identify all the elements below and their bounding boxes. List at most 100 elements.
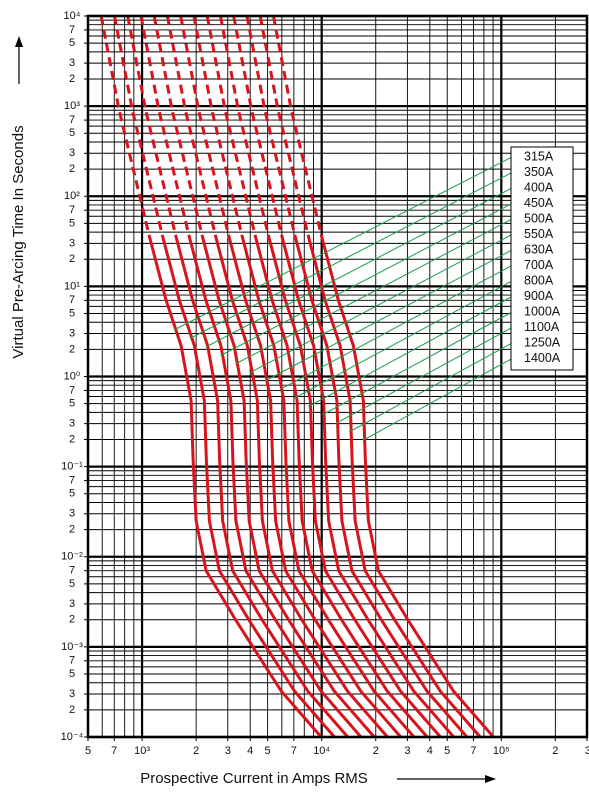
y-tick-label: 10³	[64, 100, 80, 112]
legend-label: 630A	[524, 242, 554, 256]
x-tick-label: 3	[404, 745, 410, 757]
y-tick-label: 3	[69, 147, 75, 159]
legend-label: 1100A	[524, 320, 560, 334]
extrapolated-curve	[152, 15, 204, 236]
x-tick-label: 5	[85, 745, 91, 757]
y-tick-label: 5	[69, 398, 75, 410]
extrapolated-curve	[99, 15, 151, 236]
legend-label: 400A	[524, 180, 554, 194]
x-axis-title: Prospective Current in Amps RMS	[140, 770, 368, 787]
y-tick-label: 7	[69, 204, 75, 216]
x-axis-arrowhead	[485, 775, 496, 783]
x-tick-label: 5	[265, 745, 271, 757]
extrapolated-curve	[232, 15, 284, 236]
y-tick-label: 2	[69, 614, 75, 626]
fuse-curve	[266, 234, 442, 738]
legend-label: 1250A	[524, 335, 561, 349]
fuse-curve	[240, 234, 416, 738]
curves	[99, 15, 495, 738]
y-tick-label: 2	[69, 343, 75, 355]
y-tick-label: 3	[69, 237, 75, 249]
legend-label: 450A	[524, 196, 554, 210]
y-tick-label: 3	[69, 598, 75, 610]
legend-label: 900A	[524, 289, 554, 303]
y-tick-label: 7	[69, 384, 75, 396]
leader-line	[249, 234, 513, 373]
x-tick-label: 10⁵	[493, 745, 510, 757]
y-axis-title: Virtual Pre-Arcing Time In Seconds	[10, 125, 27, 358]
extrapolated-curve	[245, 15, 297, 236]
y-tick-label: 7	[69, 655, 75, 667]
x-tick-label: 4	[427, 745, 433, 757]
leader-line	[294, 280, 513, 399]
x-tick-label: 2	[552, 745, 558, 757]
y-tick-label: 2	[69, 73, 75, 85]
y-tick-label: 2	[69, 433, 75, 445]
leader-line	[235, 218, 513, 365]
y-tick-label: 2	[69, 704, 75, 716]
x-tick-label: 10⁴	[313, 745, 330, 757]
fuse-curve	[319, 234, 495, 738]
leader-line	[220, 203, 513, 356]
y-tick-label: 5	[69, 217, 75, 229]
fuse-curve	[280, 234, 455, 738]
legend-label: 315A	[524, 149, 554, 163]
x-tick-label: 3	[585, 745, 589, 757]
x-tick-label: 2	[373, 745, 379, 757]
fuse-curve	[293, 234, 469, 738]
y-tick-label: 10⁻³	[61, 641, 83, 653]
extrapolated-curve	[139, 15, 191, 236]
extrapolated-curve	[112, 15, 164, 236]
leader-line	[189, 172, 513, 339]
y-tick-label: 10⁻¹	[61, 461, 83, 473]
extrapolated-curve	[271, 15, 323, 236]
fuse-curve	[174, 234, 349, 738]
x-tick-label: 10³	[134, 745, 150, 757]
y-tick-label: 2	[69, 253, 75, 265]
y-tick-label: 2	[69, 163, 75, 175]
legend-label: 1000A	[524, 304, 561, 318]
x-tick-label: 7	[111, 745, 117, 757]
y-tick-label: 5	[69, 127, 75, 139]
ticks: 5 7 10³ 2 3 4 5 7 10⁴ 2 3 4 5 7 10⁵ 2 310⁴753210³753210²…	[61, 10, 589, 757]
y-tick-label: 7	[69, 294, 75, 306]
y-tick-label: 3	[69, 418, 75, 430]
y-tick-label: 10⁻²	[61, 551, 83, 563]
x-tick-label: 4	[247, 745, 253, 757]
y-tick-label: 3	[69, 688, 75, 700]
fuse-curve	[213, 234, 389, 738]
x-tick-label: 7	[291, 745, 297, 757]
legend-label: 350A	[524, 165, 554, 179]
fuse-curve	[253, 234, 429, 738]
leader-line	[173, 156, 513, 331]
y-tick-label: 7	[69, 565, 75, 577]
extrapolated-curve	[192, 15, 244, 236]
leader-line	[205, 187, 513, 348]
legend-label: 700A	[524, 258, 554, 272]
extrapolated-curve	[165, 15, 217, 236]
fuse-curve	[147, 234, 323, 738]
legend-label: 800A	[524, 273, 554, 287]
leader-line	[348, 342, 513, 433]
extrapolated-curve	[179, 15, 231, 236]
x-tick-label: 5	[444, 745, 450, 757]
leader-line	[362, 358, 513, 441]
y-axis-arrowhead	[15, 36, 23, 47]
legend-label: 1400A	[524, 351, 561, 365]
fuse-curve	[200, 234, 376, 738]
legend-box	[510, 146, 574, 371]
y-tick-label: 10⁰	[64, 370, 81, 382]
x-tick-label: 7	[470, 745, 476, 757]
legend-label: 550A	[524, 227, 554, 241]
y-tick-label: 10²	[64, 190, 80, 202]
y-tick-label: 5	[69, 578, 75, 590]
y-tick-label: 10⁴	[64, 10, 81, 22]
fuse-curve	[306, 234, 482, 738]
y-tick-label: 2	[69, 524, 75, 536]
y-tick-label: 5	[69, 307, 75, 319]
extrapolated-curve	[258, 15, 310, 236]
y-tick-label: 3	[69, 57, 75, 69]
